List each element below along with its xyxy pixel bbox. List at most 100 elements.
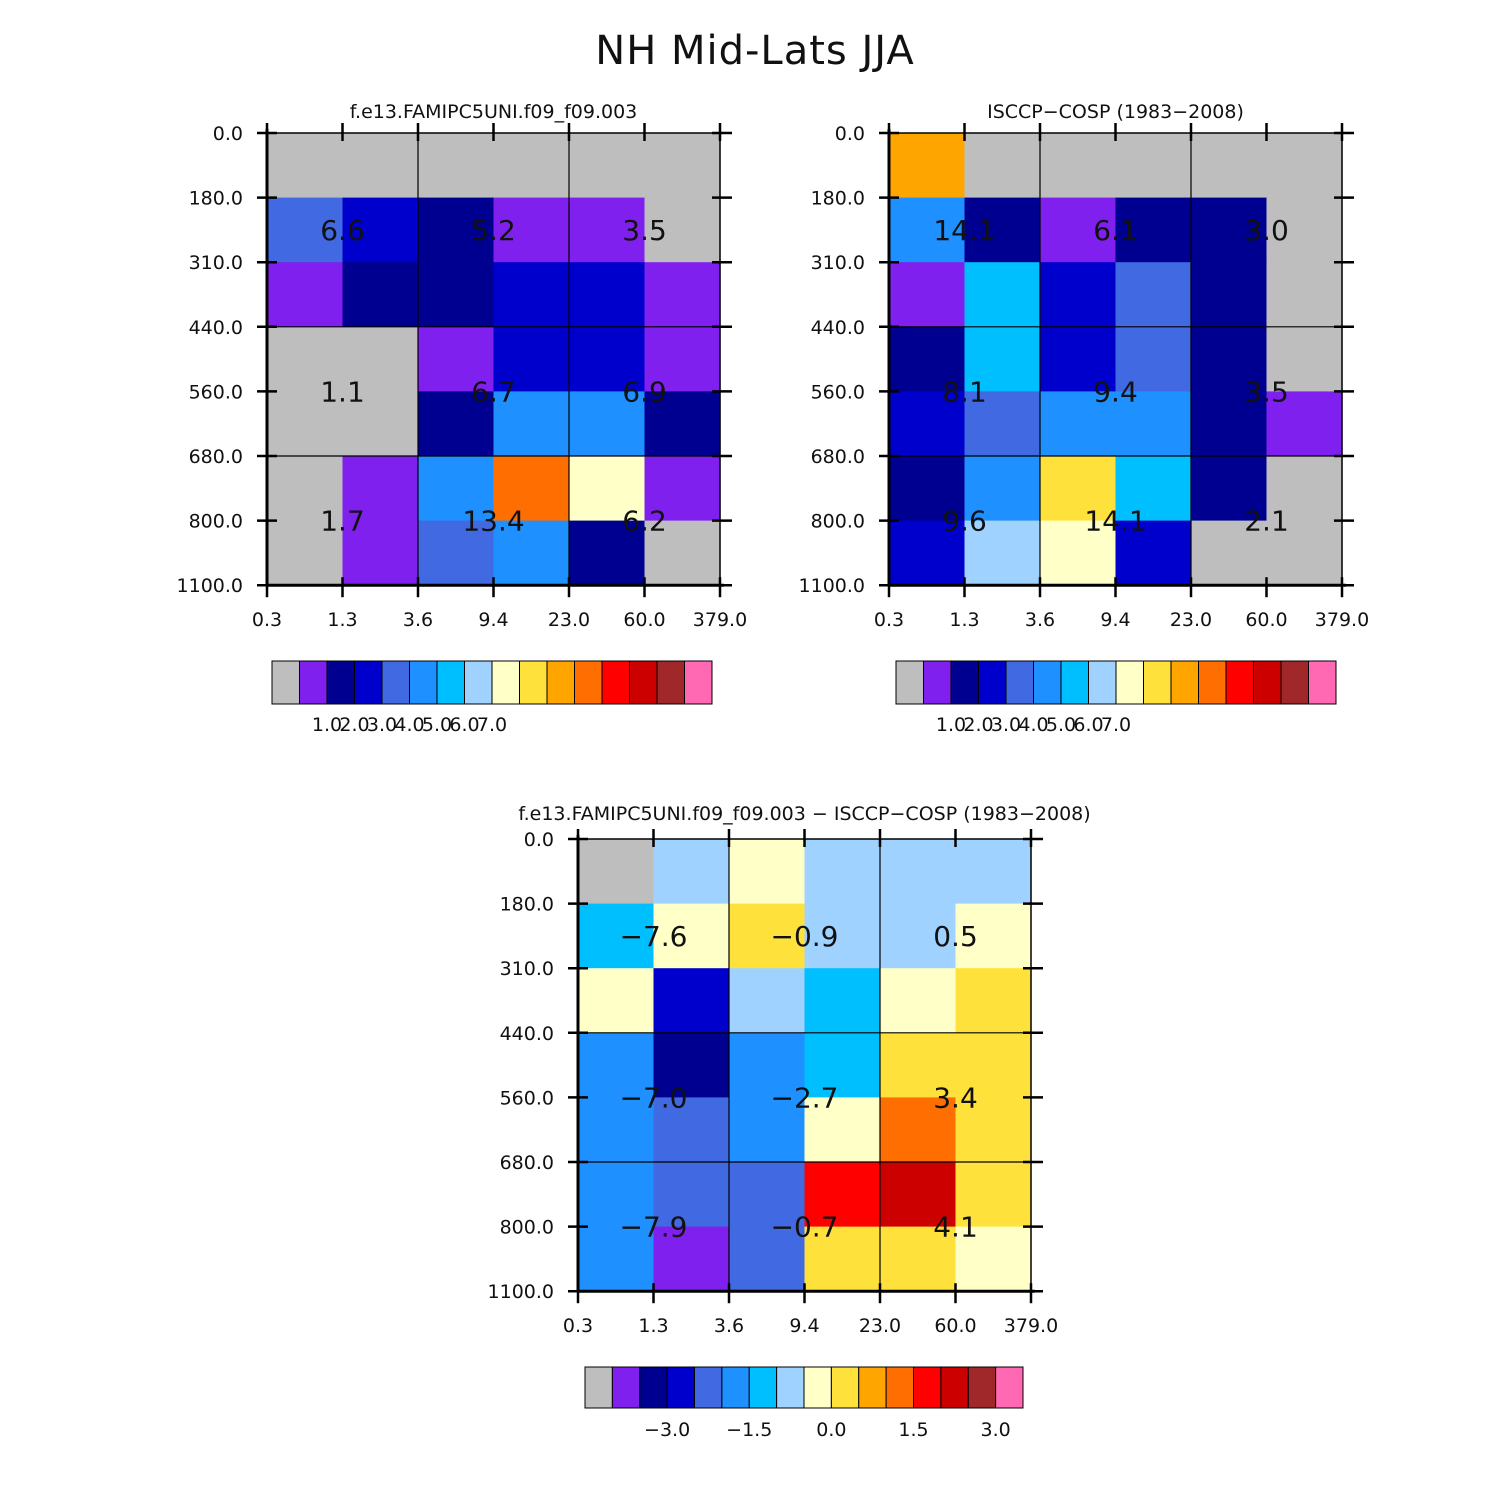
heatmap-cell bbox=[644, 456, 721, 522]
y-tick-label: 310.0 bbox=[189, 252, 243, 274]
y-tick-label: 680.0 bbox=[811, 446, 865, 468]
x-tick-label: 379.0 bbox=[693, 609, 747, 631]
heatmap-cell bbox=[729, 968, 806, 1034]
x-tick-label: 1.3 bbox=[949, 609, 979, 631]
colorbar-label: −3.0 bbox=[644, 1419, 690, 1441]
y-tick-label: 440.0 bbox=[189, 317, 243, 339]
x-tick-label: 3.6 bbox=[403, 609, 433, 631]
x-tick-label: 23.0 bbox=[859, 1315, 901, 1337]
colorbar-swatch bbox=[611, 1366, 641, 1409]
y-tick-label: 310.0 bbox=[500, 958, 554, 980]
colorbar-swatch bbox=[639, 1366, 668, 1409]
panel-title: f.e13.FAMIPC5UNI.f09_f09.003 − ISCCP−COS… bbox=[518, 803, 1090, 825]
heatmap-cell bbox=[653, 903, 730, 969]
heatmap-cell bbox=[267, 326, 344, 392]
colorbar-swatch bbox=[381, 660, 410, 705]
heatmap-cell bbox=[569, 133, 646, 199]
colorbar-swatch bbox=[1060, 660, 1089, 705]
heatmap-cell bbox=[1040, 326, 1117, 392]
heatmap-cell bbox=[880, 903, 957, 969]
heatmap-cell bbox=[569, 456, 646, 522]
heatmap-cell bbox=[729, 1032, 806, 1098]
heatmap-cell bbox=[267, 391, 344, 457]
colorbar-swatch bbox=[885, 1366, 914, 1409]
x-tick-label: 23.0 bbox=[1170, 609, 1212, 631]
y-tick-label: 560.0 bbox=[189, 381, 243, 403]
x-tick-label: 9.4 bbox=[478, 609, 508, 631]
heatmap-cell bbox=[653, 1097, 730, 1163]
heatmap-cell bbox=[1040, 197, 1117, 263]
heatmap-cell bbox=[418, 326, 495, 392]
cell-value-label: 3.5 bbox=[1244, 375, 1289, 408]
heatmap-cell bbox=[964, 456, 1041, 522]
heatmap-cell bbox=[569, 326, 646, 392]
heatmap-cell bbox=[267, 456, 344, 522]
x-tick-label: 60.0 bbox=[623, 609, 665, 631]
cell-value-label: 9.6 bbox=[942, 505, 987, 538]
cell-value-label: 1.1 bbox=[320, 375, 365, 408]
colorbar-swatch bbox=[601, 660, 630, 705]
heatmap-cell bbox=[1191, 133, 1268, 199]
colorbar-label: 0.0 bbox=[816, 1419, 846, 1441]
cell-value-label: 9.4 bbox=[1093, 375, 1138, 408]
x-tick-label: 0.3 bbox=[563, 1315, 593, 1337]
heatmap-cell bbox=[1191, 326, 1268, 392]
colorbar-label: 3.0 bbox=[981, 1419, 1011, 1441]
cell-value-label: −0.9 bbox=[771, 920, 839, 953]
heatmap-cell bbox=[493, 133, 570, 199]
heatmap-cell bbox=[578, 1097, 655, 1163]
heatmap-cell bbox=[342, 262, 419, 328]
heatmap-cell bbox=[889, 262, 966, 328]
colorbar-label: 5.0 bbox=[422, 714, 452, 736]
main-title: NH Mid-Lats JJA bbox=[595, 28, 915, 74]
heatmap-cell bbox=[1266, 262, 1343, 328]
colorbar-swatch bbox=[656, 660, 685, 705]
heatmap-cell bbox=[1266, 391, 1343, 457]
heatmap-cell bbox=[964, 262, 1041, 328]
heatmap-cell bbox=[578, 1226, 655, 1292]
cell-value-label: 2.1 bbox=[1244, 505, 1289, 538]
colorbar-swatch bbox=[464, 660, 493, 705]
heatmap-cell bbox=[889, 391, 966, 457]
heatmap-cell bbox=[964, 391, 1041, 457]
colorbar-swatch bbox=[326, 660, 355, 705]
x-tick-label: 1.3 bbox=[638, 1315, 668, 1337]
heatmap-cell bbox=[569, 391, 646, 457]
colorbar-swatch bbox=[1225, 660, 1254, 705]
heatmap-cell bbox=[1115, 456, 1192, 522]
colorbar-label: 2.0 bbox=[339, 714, 369, 736]
heatmap-cell bbox=[880, 1226, 957, 1292]
colorbar-swatch bbox=[1033, 660, 1062, 705]
y-tick-label: 800.0 bbox=[811, 511, 865, 533]
heatmap-cell bbox=[955, 839, 1032, 905]
x-tick-label: 23.0 bbox=[548, 609, 590, 631]
y-tick-label: 680.0 bbox=[500, 1152, 554, 1174]
cell-value-label: 8.1 bbox=[942, 375, 987, 408]
heatmap-cell bbox=[804, 1032, 881, 1098]
y-tick-label: 440.0 bbox=[811, 317, 865, 339]
colorbar-swatch bbox=[1198, 660, 1227, 705]
cell-value-label: −0.7 bbox=[771, 1211, 839, 1244]
heatmap-cell bbox=[804, 1226, 881, 1292]
y-tick-label: 680.0 bbox=[189, 446, 243, 468]
colorbar-swatch bbox=[923, 660, 952, 705]
x-tick-label: 9.4 bbox=[1100, 609, 1130, 631]
y-tick-label: 1100.0 bbox=[799, 575, 865, 597]
colorbar-swatch bbox=[271, 660, 300, 705]
colorbar-swatch bbox=[995, 1366, 1024, 1409]
heatmap-cell bbox=[578, 1162, 655, 1228]
heatmap-cell bbox=[418, 262, 495, 328]
colorbar-label: 6.0 bbox=[1073, 714, 1103, 736]
x-tick-label: 9.4 bbox=[789, 1315, 819, 1337]
heatmap-cell bbox=[889, 133, 966, 199]
heatmap-cell bbox=[1040, 133, 1117, 199]
heatmap-cell bbox=[1266, 520, 1343, 586]
cell-value-label: −7.6 bbox=[620, 920, 688, 953]
heatmap-cell bbox=[418, 391, 495, 457]
colorbar-label: 4.0 bbox=[394, 714, 424, 736]
cell-value-label: −7.0 bbox=[620, 1081, 688, 1114]
heatmap-cell bbox=[1115, 391, 1192, 457]
heatmap-cell bbox=[955, 968, 1032, 1034]
heatmap-cell bbox=[578, 839, 655, 905]
